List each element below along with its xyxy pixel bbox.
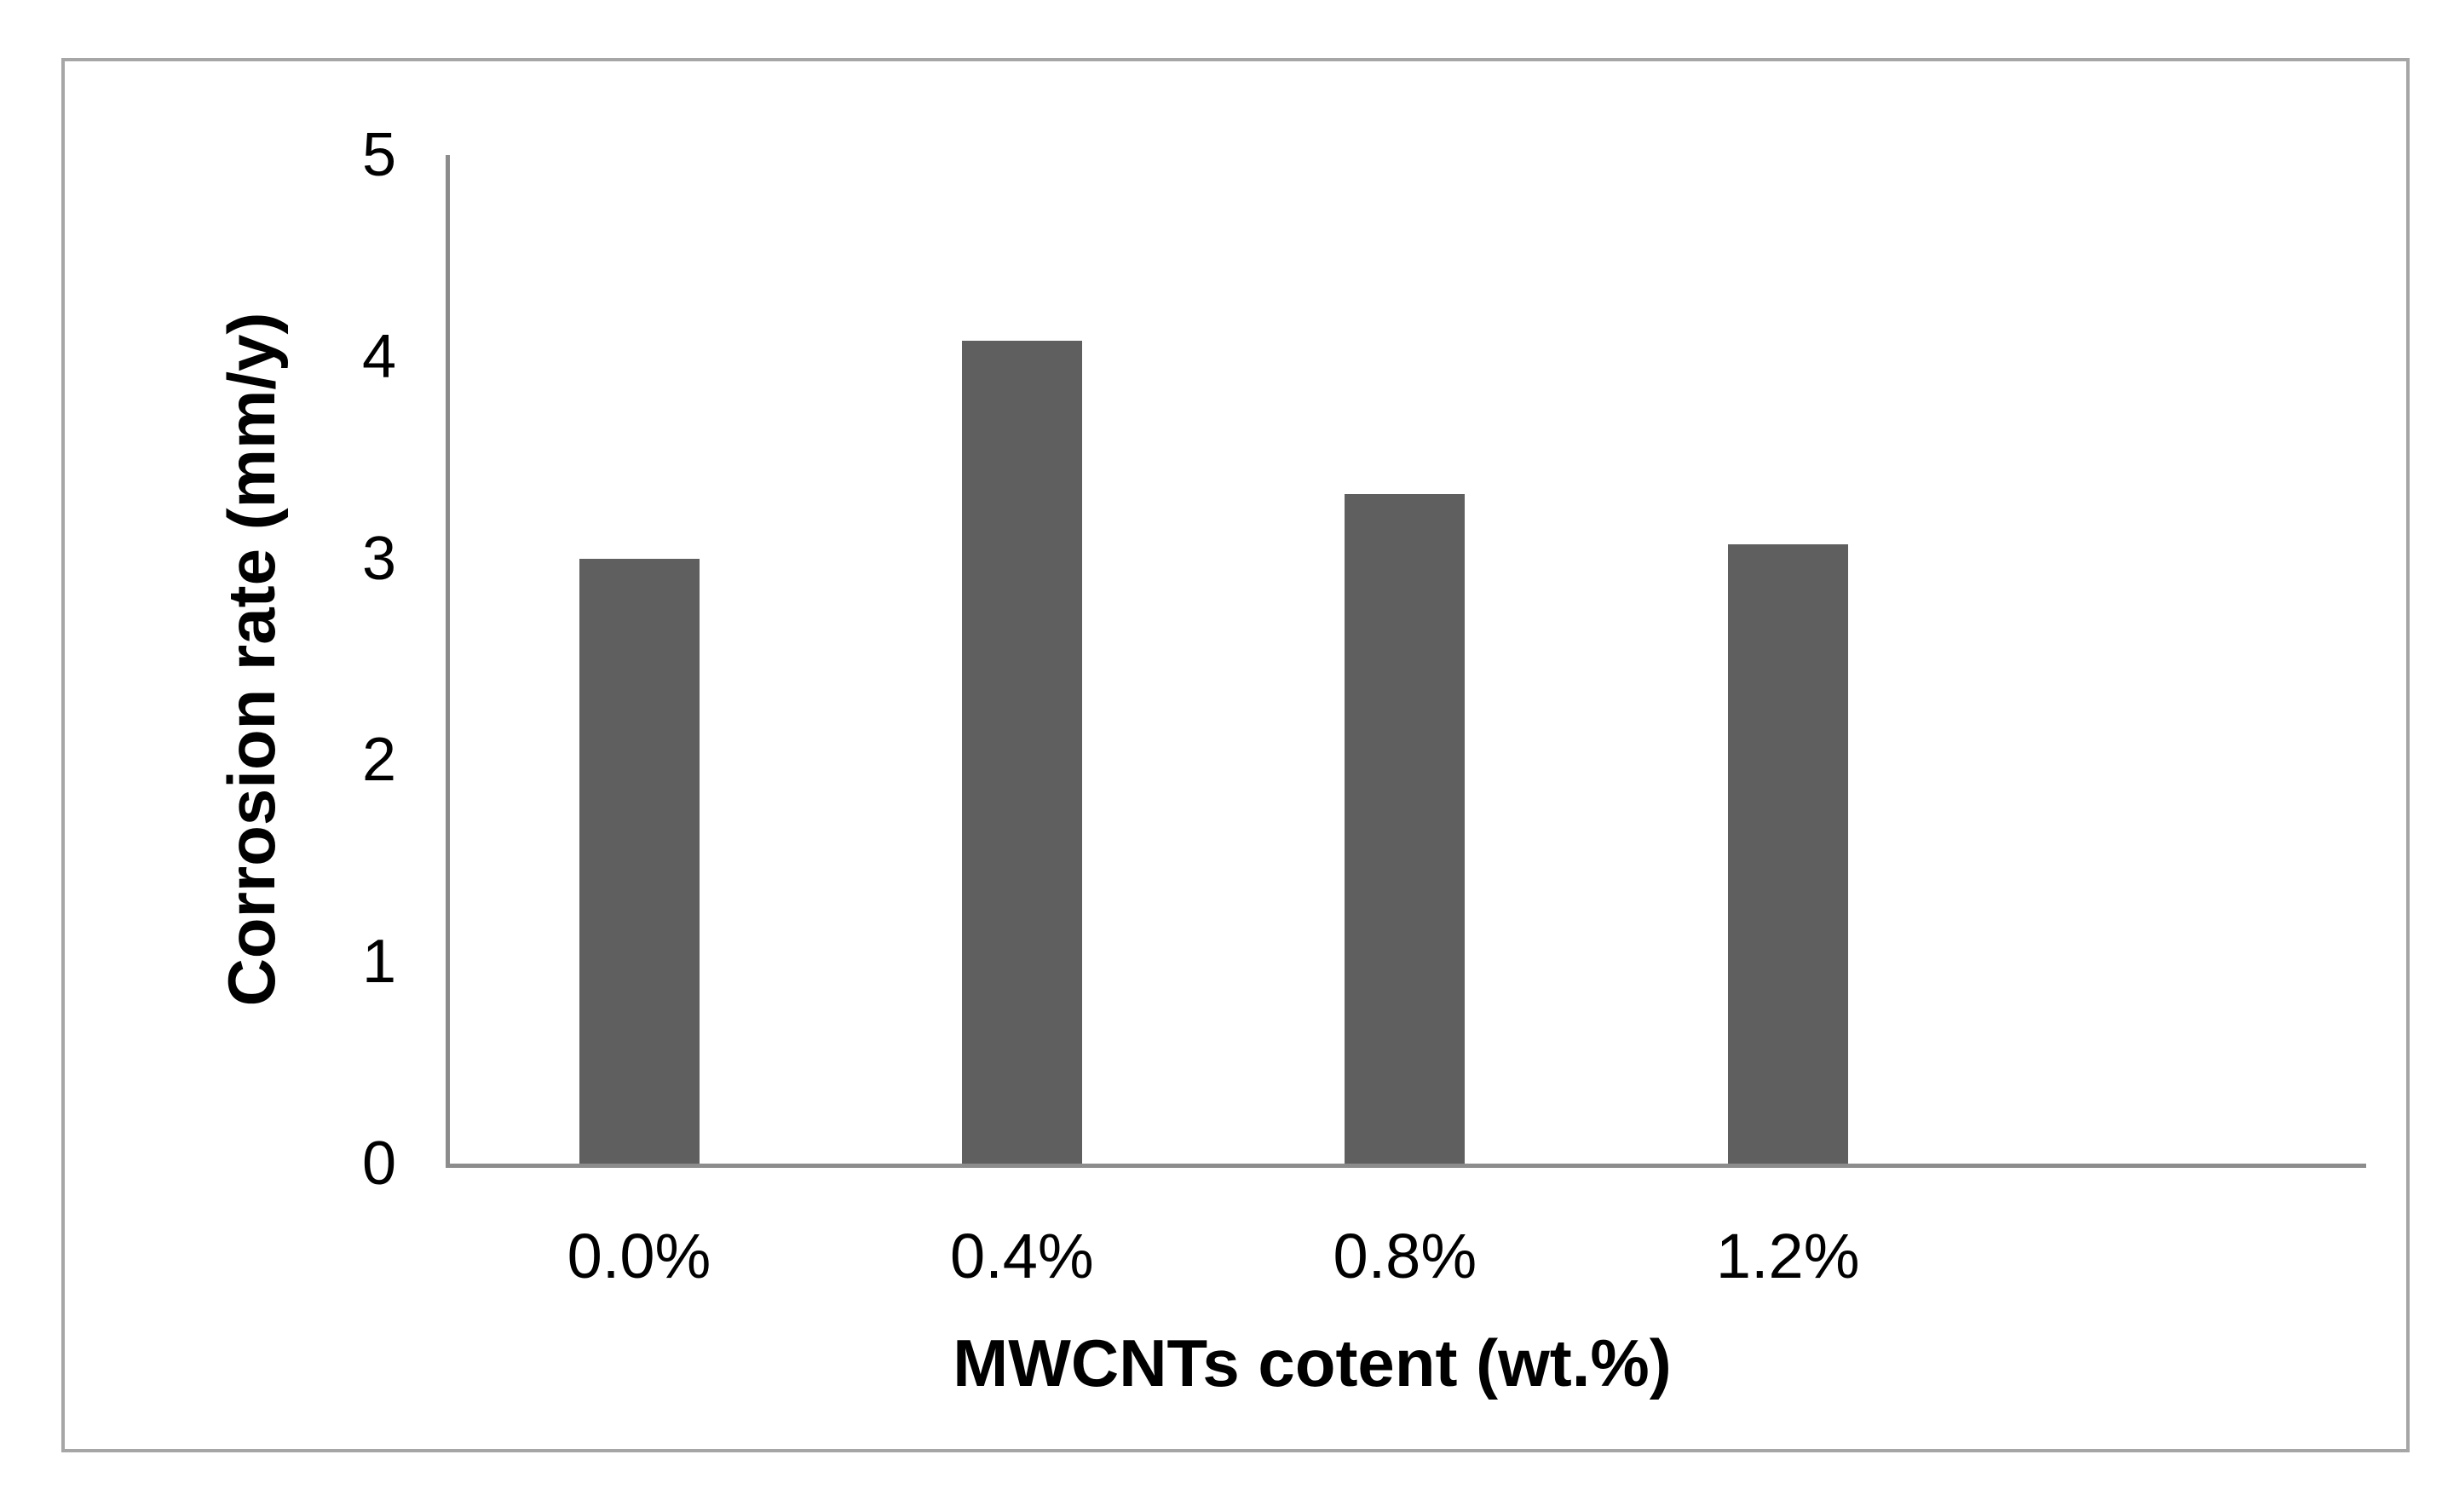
x-axis-line (446, 1164, 2366, 1168)
x-tick-label: 0.8% (1333, 1221, 1477, 1291)
chart-border-frame (61, 58, 2410, 1452)
y-tick-label: 1 (361, 928, 396, 997)
bar-1.2% (1727, 544, 1848, 1164)
bar-0.4% (961, 340, 1082, 1164)
y-tick-label: 5 (361, 121, 396, 189)
y-tick-label: 2 (361, 726, 396, 795)
bar-0.8% (1345, 493, 1466, 1164)
y-tick-label: 4 (361, 322, 396, 391)
y-axis-title: Corrosion rate (mm/y) (214, 312, 289, 1007)
x-axis-title: MWCNTs cotent (wt.%) (953, 1325, 1672, 1400)
x-tick-label: 0.0% (567, 1221, 711, 1291)
y-tick-label: 0 (361, 1130, 396, 1198)
bar-0.0% (579, 558, 700, 1164)
x-tick-label: 0.4% (950, 1221, 1094, 1291)
x-tick-label: 1.2% (1715, 1221, 1860, 1291)
y-tick-label: 3 (361, 524, 396, 593)
y-axis-line (446, 155, 450, 1164)
